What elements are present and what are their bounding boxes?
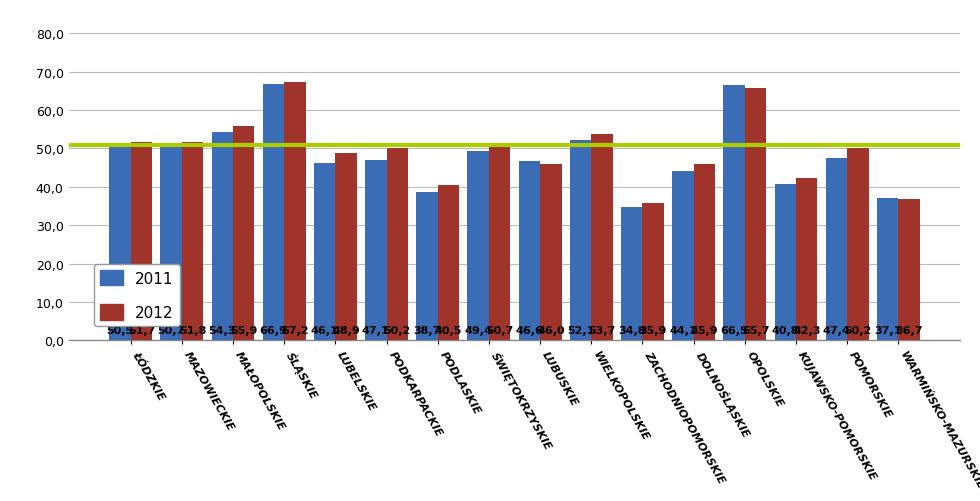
- Bar: [672, 172, 694, 341]
- Bar: [161, 146, 182, 341]
- Text: 46,0: 46,0: [537, 325, 564, 335]
- Text: 42,3: 42,3: [793, 325, 820, 335]
- Bar: [569, 141, 591, 341]
- Text: 50,2: 50,2: [845, 325, 871, 335]
- Text: 50,2: 50,2: [383, 325, 411, 335]
- Bar: [540, 164, 562, 341]
- Text: 54,3: 54,3: [209, 325, 236, 335]
- Text: 45,9: 45,9: [691, 325, 718, 335]
- Bar: [621, 207, 643, 341]
- Text: 40,5: 40,5: [435, 325, 463, 335]
- Text: 48,9: 48,9: [332, 325, 360, 335]
- Text: 34,8: 34,8: [618, 325, 646, 335]
- Bar: [847, 148, 868, 341]
- Text: 51,8: 51,8: [179, 325, 206, 335]
- Text: 66,5: 66,5: [720, 325, 748, 335]
- Bar: [212, 133, 233, 341]
- Bar: [723, 86, 745, 341]
- Text: 67,2: 67,2: [281, 325, 309, 335]
- Bar: [386, 148, 408, 341]
- Text: 37,1: 37,1: [874, 325, 902, 335]
- Text: 52,1: 52,1: [566, 325, 594, 335]
- Text: 55,9: 55,9: [230, 325, 258, 335]
- Bar: [467, 151, 489, 341]
- Bar: [591, 135, 612, 341]
- Bar: [416, 192, 438, 341]
- Text: 35,9: 35,9: [640, 325, 667, 335]
- Bar: [263, 84, 284, 341]
- Bar: [774, 184, 796, 341]
- Bar: [365, 160, 386, 341]
- Bar: [284, 83, 306, 341]
- Text: 47,4: 47,4: [822, 325, 851, 335]
- Text: 53,7: 53,7: [588, 325, 615, 335]
- Bar: [233, 127, 255, 341]
- Bar: [438, 185, 460, 341]
- Text: 46,1: 46,1: [311, 325, 338, 335]
- Text: 44,1: 44,1: [669, 325, 697, 335]
- Text: 47,1: 47,1: [362, 325, 390, 335]
- Bar: [745, 89, 766, 341]
- Bar: [335, 153, 357, 341]
- Bar: [826, 159, 847, 341]
- Bar: [877, 198, 899, 341]
- Bar: [130, 143, 152, 341]
- Bar: [314, 164, 335, 341]
- Text: 50,5: 50,5: [106, 325, 133, 335]
- Bar: [489, 146, 511, 341]
- Bar: [109, 147, 130, 341]
- Text: 36,7: 36,7: [896, 325, 923, 335]
- Text: 40,8: 40,8: [771, 325, 799, 335]
- Bar: [796, 179, 817, 341]
- Text: 50,7: 50,7: [158, 325, 184, 335]
- Bar: [182, 142, 203, 341]
- Text: 46,6: 46,6: [515, 325, 543, 335]
- Bar: [694, 165, 715, 341]
- Text: 49,4: 49,4: [465, 325, 492, 335]
- Text: 38,7: 38,7: [414, 325, 441, 335]
- Text: 65,7: 65,7: [742, 325, 769, 335]
- Text: 50,7: 50,7: [486, 325, 514, 335]
- Text: 51,7: 51,7: [127, 325, 155, 335]
- Bar: [518, 162, 540, 341]
- Bar: [899, 200, 920, 341]
- Bar: [643, 203, 664, 341]
- Text: 66,9: 66,9: [260, 325, 287, 335]
- Legend: 2011, 2012: 2011, 2012: [94, 264, 180, 327]
